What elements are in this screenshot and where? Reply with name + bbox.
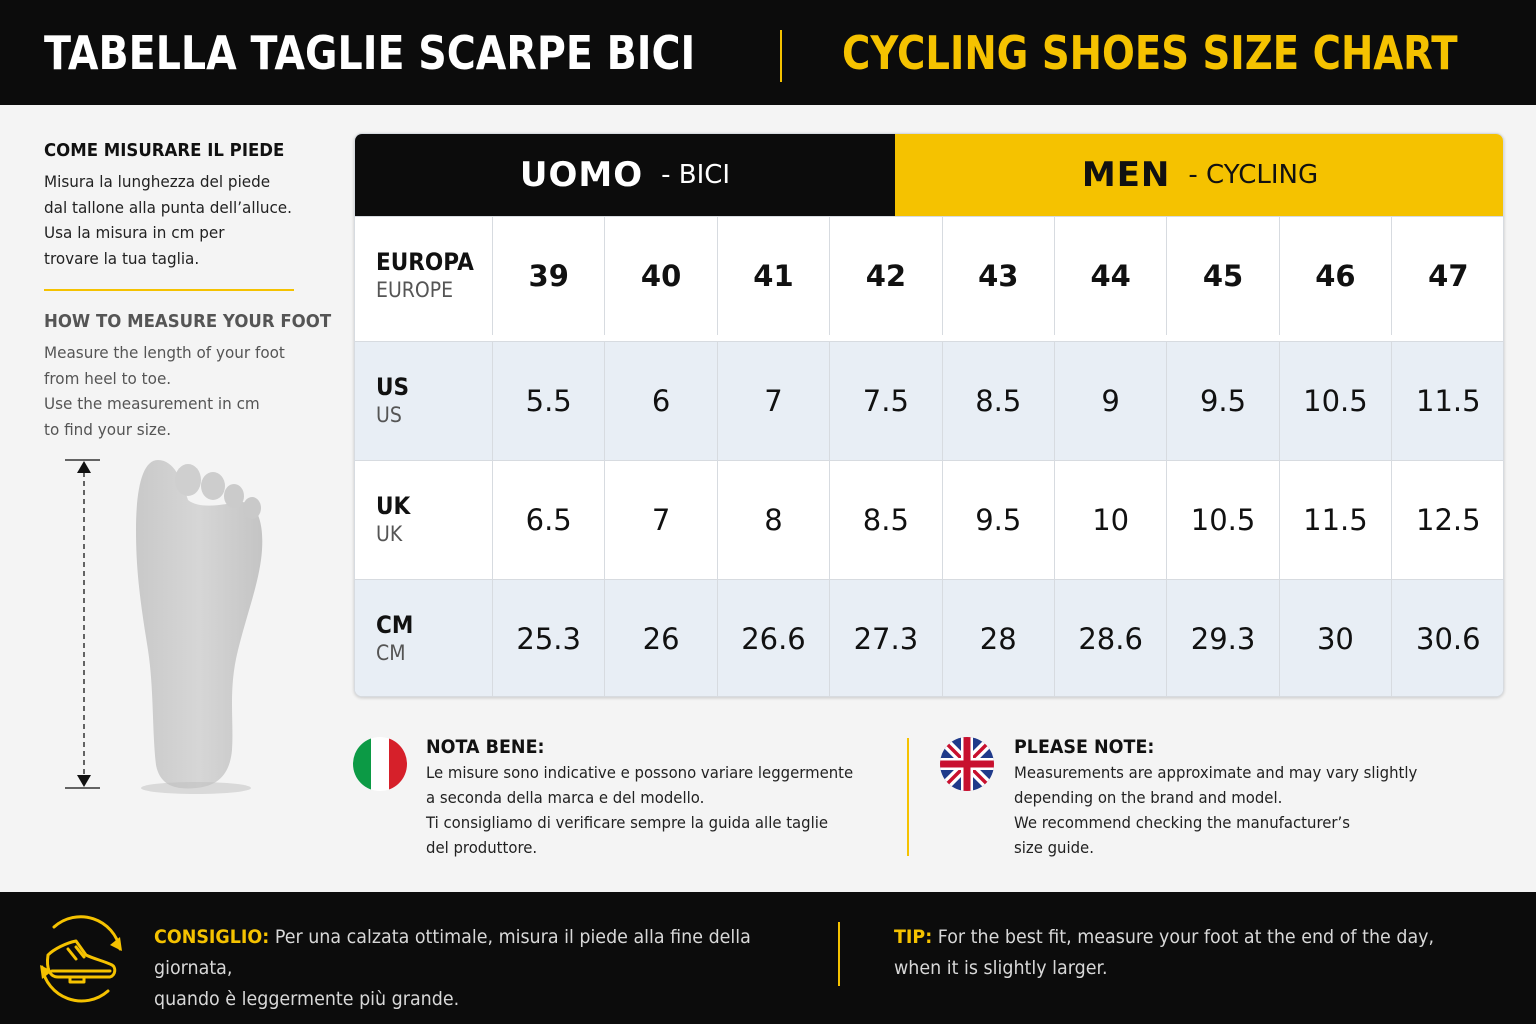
row-label-sub: UK	[376, 522, 403, 546]
footer-divider	[838, 922, 840, 986]
table-cell: 11.5	[1416, 384, 1481, 418]
footer-bar: CONSIGLIO: Per una calzata ottimale, mis…	[0, 892, 1536, 1024]
table-cell: 10.5	[1167, 461, 1280, 579]
note-heading-english: PLEASE NOTE:	[1014, 736, 1155, 758]
table-cell: 6	[605, 342, 718, 460]
tip-key-english: TIP:	[894, 926, 933, 948]
table-cell: 5.5	[493, 342, 606, 460]
table-cell: 26	[605, 580, 718, 696]
table-cell: 7	[605, 461, 718, 579]
size-table: UOMO - BICI MEN - CYCLING EUROPA EUROPE …	[354, 133, 1504, 697]
table-cell: 25.3	[493, 580, 606, 696]
table-cell: 29.3	[1167, 580, 1280, 696]
tip-english: TIP: For the best fit, measure your foot…	[894, 922, 1464, 984]
cycling-shoe-icon	[34, 911, 128, 1005]
row-label: CM CM	[355, 580, 493, 696]
page-title-italian: TABELLA TAGLIE SCARPE BICI	[44, 26, 696, 80]
table-row-uk: UK UK 6.5 7 8 8.5 9.5 10 10.5 11.5 12.5	[355, 460, 1503, 579]
table-cell: 39	[493, 217, 606, 335]
row-label-main: CM	[376, 611, 414, 639]
foot-outline-icon	[60, 450, 300, 795]
note-text-italian: Le misure sono indicative e possono vari…	[426, 763, 854, 857]
table-header-uomo: UOMO	[519, 155, 644, 195]
row-label: UK UK	[355, 461, 493, 579]
table-header-italian: UOMO - BICI	[355, 134, 895, 216]
table-header-english: MEN - CYCLING	[895, 134, 1503, 216]
row-label: US US	[355, 342, 493, 460]
tip-key-italian: CONSIGLIO:	[154, 926, 270, 948]
header-bar: TABELLA TAGLIE SCARPE BICI CYCLING SHOES…	[0, 0, 1536, 105]
measure-text-italian: Misura la lunghezza del piede dal tallon…	[44, 172, 292, 268]
table-cell: 46	[1280, 217, 1393, 335]
row-label-sub: CM	[376, 641, 406, 665]
note-italian: NOTA BENE: Le misure sono indicative e p…	[426, 736, 896, 860]
table-cell: 12.5	[1416, 503, 1481, 537]
table-cell: 8	[718, 461, 831, 579]
italy-flag-icon	[353, 737, 407, 791]
tip-text-english: For the best fit, measure your foot at t…	[894, 926, 1435, 979]
measure-instructions: COME MISURARE IL PIEDE Misura la lunghez…	[44, 140, 332, 442]
table-cell: 8.5	[830, 461, 943, 579]
table-cell: 10.5	[1280, 342, 1393, 460]
tip-text-italian: Per una calzata ottimale, misura il pied…	[154, 926, 751, 1010]
table-header-bici: - BICI	[661, 160, 731, 190]
uk-flag-icon	[940, 737, 994, 791]
table-cell: 6.5	[493, 461, 606, 579]
row-label-main: EUROPA	[376, 248, 474, 276]
table-cell: 41	[718, 217, 831, 335]
measure-heading-italian: COME MISURARE IL PIEDE	[44, 140, 285, 161]
row-label-main: US	[376, 373, 410, 401]
row-label: EUROPA EUROPE	[355, 217, 493, 335]
table-cell: 7.5	[830, 342, 943, 460]
table-cell: 8.5	[943, 342, 1055, 460]
table-cell: 44	[1055, 217, 1168, 335]
row-label-sub: EUROPE	[376, 278, 454, 302]
table-cell: 11.5	[1280, 461, 1393, 579]
table-cell: 30.6	[1416, 622, 1481, 656]
note-heading-italian: NOTA BENE:	[426, 736, 545, 758]
measure-heading-english: HOW TO MEASURE YOUR FOOT	[44, 311, 332, 332]
notes-divider	[907, 738, 909, 856]
table-row-us: US US 5.5 6 7 7.5 8.5 9 9.5 10.5 11.5	[355, 341, 1503, 460]
note-text-english: Measurements are approximate and may var…	[1014, 763, 1418, 857]
tip-italian: CONSIGLIO: Per una calzata ottimale, mis…	[154, 922, 798, 1015]
table-cell: 9	[1055, 342, 1168, 460]
table-cell: 47	[1428, 259, 1469, 293]
table-header-men: MEN	[1081, 155, 1171, 195]
row-label-main: UK	[376, 492, 411, 520]
table-cell: 9.5	[943, 461, 1055, 579]
table-cell: 26.6	[718, 580, 831, 696]
header-divider	[780, 30, 782, 82]
measure-divider	[44, 289, 294, 291]
table-cell: 43	[943, 217, 1055, 335]
table-cell: 10	[1055, 461, 1168, 579]
row-label-sub: US	[376, 403, 402, 427]
table-row-cm: CM CM 25.3 26 26.6 27.3 28 28.6 29.3 30 …	[355, 579, 1503, 696]
measure-text-english: Measure the length of your foot from hee…	[44, 343, 285, 439]
table-cell: 40	[605, 217, 718, 335]
table-cell: 28	[943, 580, 1055, 696]
table-cell: 30	[1280, 580, 1393, 696]
table-cell: 27.3	[830, 580, 943, 696]
table-cell: 45	[1167, 217, 1280, 335]
table-cell: 7	[718, 342, 831, 460]
table-cell: 9.5	[1167, 342, 1280, 460]
table-header-cycling: - CYCLING	[1188, 160, 1319, 190]
note-english: PLEASE NOTE: Measurements are approximat…	[1014, 736, 1484, 860]
table-cell: 28.6	[1055, 580, 1168, 696]
table-row-europe: EUROPA EUROPE 39 40 41 42 43 44 45 46 47	[355, 216, 1503, 335]
table-cell: 42	[830, 217, 943, 335]
page-title-english: CYCLING SHOES SIZE CHART	[842, 26, 1458, 80]
